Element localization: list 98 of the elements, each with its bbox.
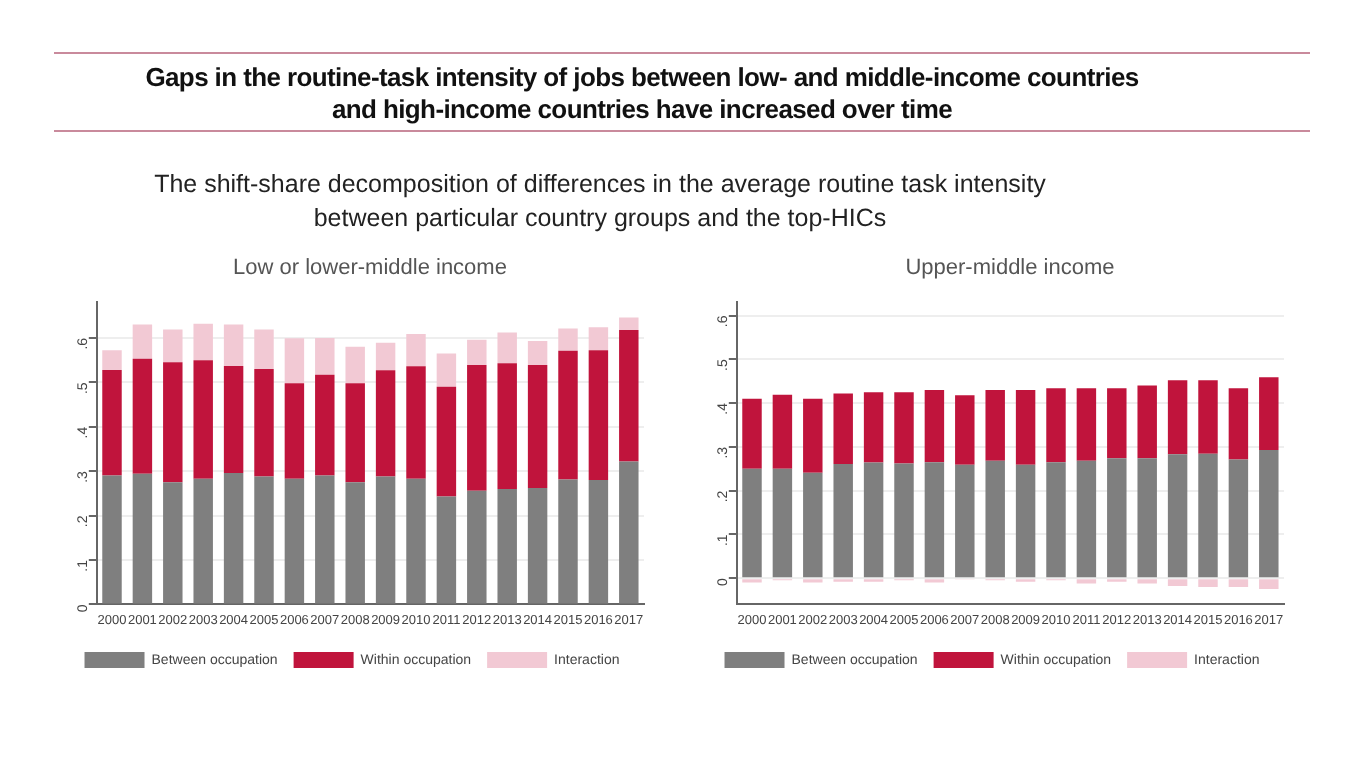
bar — [894, 392, 914, 464]
bar — [1076, 460, 1097, 578]
chart-title: Upper-middle income — [903, 256, 1117, 284]
bar — [1015, 464, 1036, 578]
bar — [863, 392, 884, 463]
bar — [619, 461, 639, 604]
bar — [985, 389, 1005, 461]
bar — [345, 383, 365, 483]
bar — [193, 478, 213, 604]
bar — [863, 462, 884, 578]
bar — [345, 346, 365, 384]
bar — [619, 317, 639, 330]
bar — [163, 362, 183, 483]
bar — [163, 482, 183, 604]
bar — [284, 383, 305, 479]
bar — [102, 369, 122, 476]
bar — [254, 329, 274, 370]
bar — [742, 398, 762, 469]
bar — [803, 398, 823, 473]
bar — [102, 475, 122, 604]
bar — [315, 374, 335, 476]
bar — [497, 488, 517, 604]
bar — [527, 488, 548, 604]
bar — [406, 366, 426, 479]
bar — [406, 333, 426, 367]
bar — [223, 365, 244, 473]
bar — [985, 460, 1005, 578]
bar — [1259, 449, 1279, 578]
chart-title: Low or lower-middle income — [231, 256, 509, 284]
bar — [1198, 380, 1218, 454]
bar — [527, 365, 548, 489]
bar — [1198, 579, 1218, 587]
bar — [1228, 388, 1249, 460]
bar — [223, 472, 244, 604]
bar — [1228, 459, 1249, 578]
bar — [1107, 458, 1127, 578]
bar — [1046, 462, 1066, 578]
bar — [558, 328, 578, 351]
bar — [955, 464, 975, 578]
bar — [345, 482, 365, 604]
bar — [1046, 388, 1066, 463]
bar — [833, 463, 853, 578]
bar — [1198, 453, 1218, 578]
text: Gaps in the routine-task intensity of jobs between low- and middle-income countries and high-income countries have increased over time — [54, 52, 1310, 132]
bar — [894, 463, 914, 578]
bar — [588, 480, 609, 604]
text: The shift-share decomposition of differences in the average routine task intensity between particular country groups and the top-HICs — [152, 168, 1048, 236]
bar — [1015, 389, 1036, 465]
bar — [497, 332, 517, 364]
bar — [1107, 388, 1127, 459]
bar — [467, 339, 487, 366]
bar — [527, 341, 548, 366]
bar — [163, 329, 183, 363]
bar — [1259, 579, 1279, 590]
bar — [1137, 458, 1157, 578]
bar — [436, 386, 457, 497]
bar — [955, 395, 975, 465]
bar — [193, 323, 213, 361]
bar — [375, 370, 396, 477]
bar — [833, 393, 853, 464]
bar — [1167, 454, 1188, 578]
bar — [467, 490, 487, 604]
bar — [558, 479, 578, 604]
bar — [254, 476, 274, 604]
bar — [924, 389, 945, 463]
bar — [924, 462, 945, 578]
bar — [406, 478, 426, 604]
bar — [1167, 579, 1188, 587]
bar — [436, 496, 457, 604]
bar — [1259, 377, 1279, 450]
bar — [223, 324, 244, 366]
bar — [1137, 385, 1157, 459]
bar — [467, 365, 487, 491]
bar — [102, 350, 122, 370]
bar — [284, 338, 305, 384]
bar — [1228, 579, 1249, 587]
bar — [375, 342, 396, 371]
bar — [772, 394, 793, 469]
bar — [772, 468, 793, 578]
bar — [497, 363, 517, 489]
bar — [132, 324, 153, 359]
bar — [1167, 380, 1188, 455]
bar — [558, 350, 578, 480]
bar — [254, 369, 274, 477]
bar — [742, 468, 762, 578]
bar — [588, 327, 609, 351]
bar — [619, 329, 639, 462]
bar — [132, 473, 153, 604]
bar — [803, 472, 823, 578]
bar — [588, 350, 609, 481]
bar — [284, 478, 305, 604]
bar — [315, 475, 335, 604]
bar — [1076, 388, 1097, 461]
bar — [132, 358, 153, 474]
bar — [375, 476, 396, 604]
bar — [436, 353, 457, 387]
bar — [315, 337, 335, 375]
bar — [193, 360, 213, 479]
